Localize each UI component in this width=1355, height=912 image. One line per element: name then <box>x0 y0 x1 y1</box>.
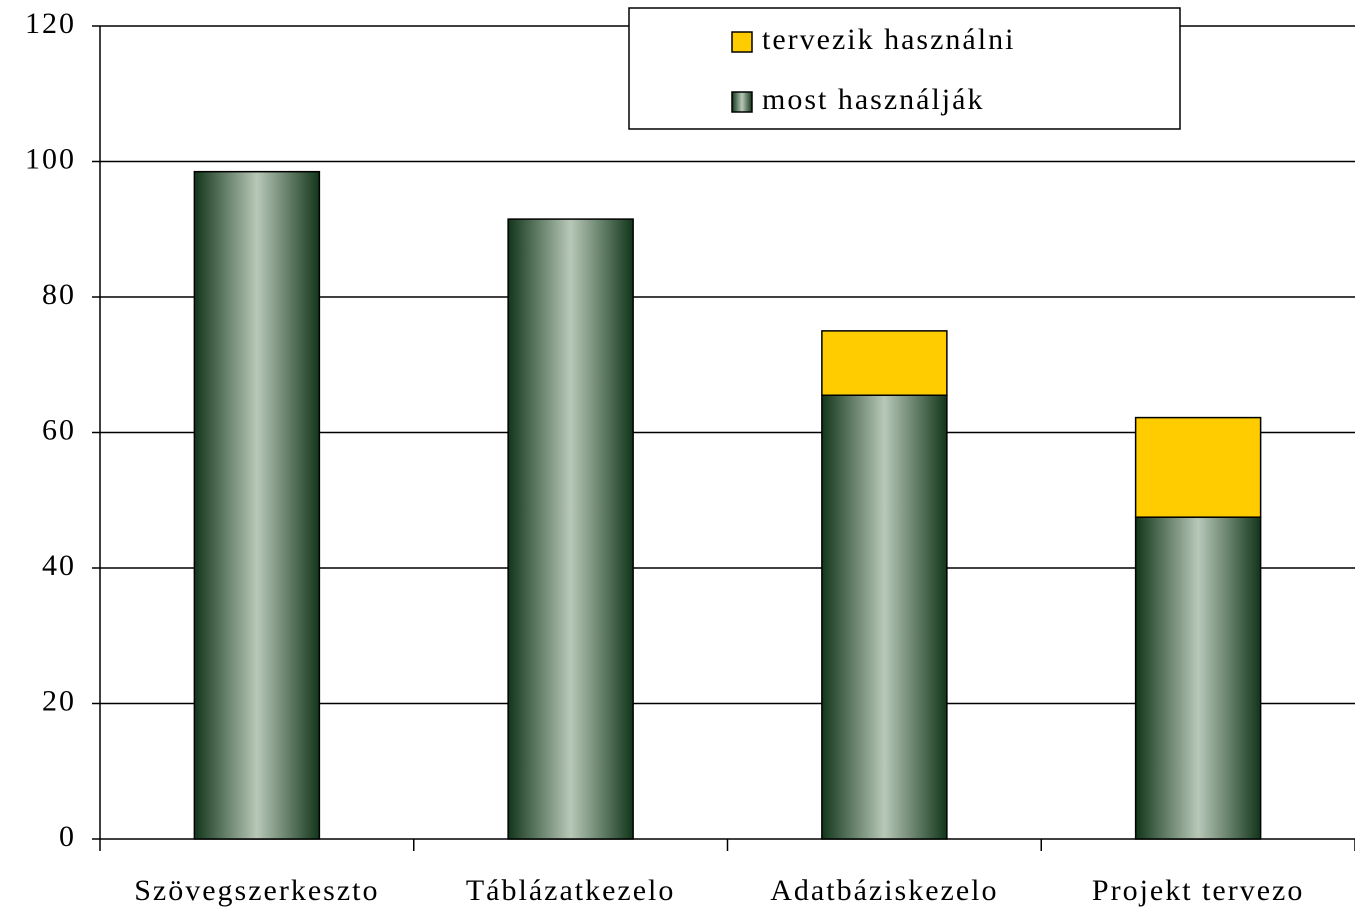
bar-segment <box>1134 416 1262 518</box>
legend-label: most használják <box>762 83 984 116</box>
bar-segment <box>1134 516 1262 840</box>
y-tick-label: 80 <box>42 278 76 311</box>
x-tick-label: Projekt tervezo <box>1092 874 1304 907</box>
bar-segment <box>821 330 948 396</box>
y-tick-label: 60 <box>42 413 76 446</box>
bar-segment <box>821 394 948 840</box>
legend-label: tervezik használni <box>762 23 1015 56</box>
y-tick-label: 40 <box>42 549 76 582</box>
legend-swatch <box>731 91 753 113</box>
bar-segment <box>193 170 321 840</box>
x-tick-label: Táblázatkezelo <box>466 874 676 907</box>
legend-swatch <box>731 31 753 53</box>
x-tick-label: Adatbáziskezelo <box>770 874 998 907</box>
y-tick-label: 0 <box>59 820 76 853</box>
y-tick-label: 100 <box>25 142 76 175</box>
legend-box <box>628 7 1181 130</box>
y-tick-label: 20 <box>42 684 76 717</box>
bar-segment <box>507 218 634 840</box>
y-tick-label: 120 <box>25 7 76 40</box>
x-tick-label: Szövegszerkeszto <box>134 874 379 907</box>
